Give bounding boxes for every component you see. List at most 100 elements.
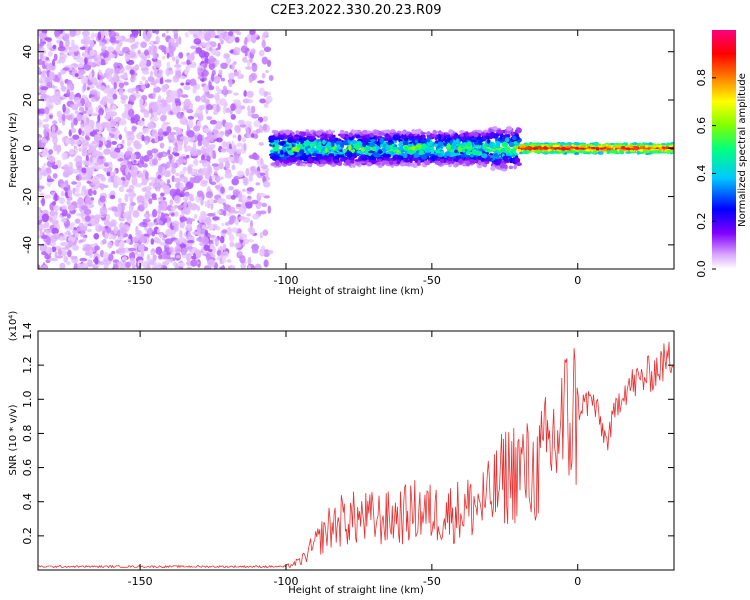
- spectrogram-cell: [94, 162, 99, 166]
- spectrogram-cell: [123, 81, 129, 86]
- spectrogram-cell: [43, 228, 49, 233]
- spectrogram-cell: [41, 264, 49, 269]
- spectrogram-cell: [86, 180, 92, 184]
- spectrogram-cell: [44, 254, 51, 260]
- spectrogram-cell: [263, 259, 269, 268]
- spectrogram-cell: [145, 79, 149, 85]
- spectrogram-cell: [201, 236, 209, 245]
- spectrogram-cell: [326, 158, 332, 162]
- spectrogram-cell: [175, 255, 181, 259]
- spectrogram-cell: [187, 115, 195, 120]
- spectrogram-cell: [305, 152, 309, 156]
- spectrogram-cell: [215, 174, 221, 183]
- spectrogram-cell: [173, 223, 179, 232]
- spectrogram-cell: [58, 115, 63, 124]
- spectrogram-cell: [491, 131, 495, 137]
- spectrogram-cell: [66, 230, 71, 236]
- spectrogram-cell: [216, 103, 220, 113]
- spectrogram-cell: [203, 250, 207, 254]
- spectrogram-cell: [169, 91, 175, 100]
- spectrogram-cell: [43, 106, 50, 115]
- spectrogram-cell: [41, 213, 50, 222]
- spectrogram-cell: [170, 206, 176, 212]
- spectrogram-cell: [181, 94, 189, 98]
- spectrogram-cell: [116, 42, 121, 51]
- spectrogram-cell: [174, 266, 178, 269]
- spectrogram-cell: [39, 80, 43, 84]
- spectrogram-cell: [247, 110, 253, 117]
- spectrogram-cell: [161, 237, 166, 241]
- spectrogram-cell: [179, 116, 188, 125]
- spectrogram-cell: [163, 170, 171, 178]
- spectrogram-cell: [92, 189, 97, 196]
- spectrogram-cell: [197, 141, 203, 147]
- spectrogram-cell: [121, 180, 129, 188]
- spectrogram-cell: [351, 162, 356, 167]
- spectrogram-cell: [534, 149, 540, 154]
- spectrogram-cell: [186, 260, 192, 266]
- spectrogram-cell: [129, 197, 134, 202]
- spectrogram-cell: [94, 245, 100, 251]
- spectrogram-cell: [438, 130, 442, 136]
- spectrogram-cell: [268, 249, 274, 255]
- spectrogram-cell: [51, 125, 56, 134]
- spectrogram-cell: [444, 151, 451, 157]
- spectrogram-cell: [260, 157, 264, 165]
- spectrogram-cell: [404, 137, 409, 142]
- spectrogram-cell: [490, 166, 496, 172]
- spectrogram-cell: [146, 55, 151, 59]
- spectrogram-cell: [143, 109, 150, 118]
- spectrogram-cell: [158, 202, 165, 210]
- spectrogram-cell: [125, 238, 131, 244]
- spectrogram-cell: [489, 153, 493, 156]
- spectrogram-cell: [38, 92, 42, 96]
- spectrogram-cell: [251, 243, 259, 251]
- spectrogram-cell: [46, 41, 52, 50]
- spectrogram-cell: [420, 132, 427, 135]
- spectrogram-cell: [74, 233, 80, 238]
- spectrogram-ticks: -150 -100 -50 0 -40 -20 0 20 40: [21, 30, 674, 287]
- spectrogram-cell: [234, 242, 242, 249]
- spectrogram-cell: [252, 213, 260, 220]
- spectrogram-cell: [46, 178, 55, 183]
- spectrogram-cell: [418, 152, 425, 155]
- spectrogram-cell: [388, 160, 394, 165]
- spectrogram-cell: [466, 150, 470, 156]
- spectrogram-cell: [194, 95, 201, 102]
- spectrogram-cell: [183, 139, 189, 145]
- spectrogram-cell: [359, 132, 363, 136]
- spectrogram-cell: [307, 147, 312, 152]
- spectrogram-cell: [151, 116, 159, 122]
- spectrogram-cell: [49, 217, 54, 222]
- spectrogram-ylabel: Frequency (Hz): [8, 112, 19, 188]
- spectrogram-cell: [228, 143, 233, 150]
- spectrogram-cell: [342, 149, 348, 153]
- spectrogram-cell: [152, 254, 157, 262]
- spectrogram-cell: [307, 158, 314, 164]
- spectrogram-cell: [201, 78, 205, 83]
- spectrogram-cell: [188, 165, 192, 175]
- spectrogram-cell: [157, 174, 162, 180]
- spectrogram-cell: [38, 152, 42, 156]
- spectrogram-cell: [90, 112, 99, 117]
- x-tick-label: 0: [574, 575, 581, 588]
- spectrogram-cell: [221, 255, 227, 264]
- spectrogram-cell: [392, 155, 397, 161]
- spectrogram-cell: [244, 177, 248, 185]
- spectrogram-cell: [320, 161, 327, 165]
- spectrogram-cell: [220, 147, 227, 153]
- spectrogram-cell: [229, 241, 235, 248]
- spectrogram-cell: [465, 131, 469, 138]
- spectrogram-cell: [205, 144, 214, 153]
- spectrogram-cell: [149, 182, 153, 187]
- spectrogram-cell: [279, 150, 284, 155]
- spectrogram-cell: [339, 129, 345, 134]
- colorbar-tick-label: 0.0: [695, 260, 708, 278]
- spectrogram-cell: [42, 64, 47, 70]
- spectrogram-cell: [203, 92, 208, 99]
- spectrogram-cell: [258, 202, 263, 206]
- y-tick-label: 20: [21, 93, 34, 107]
- spectrogram-cell: [178, 229, 183, 239]
- spectrogram-cell: [448, 129, 454, 135]
- spectrogram-cell: [83, 82, 87, 92]
